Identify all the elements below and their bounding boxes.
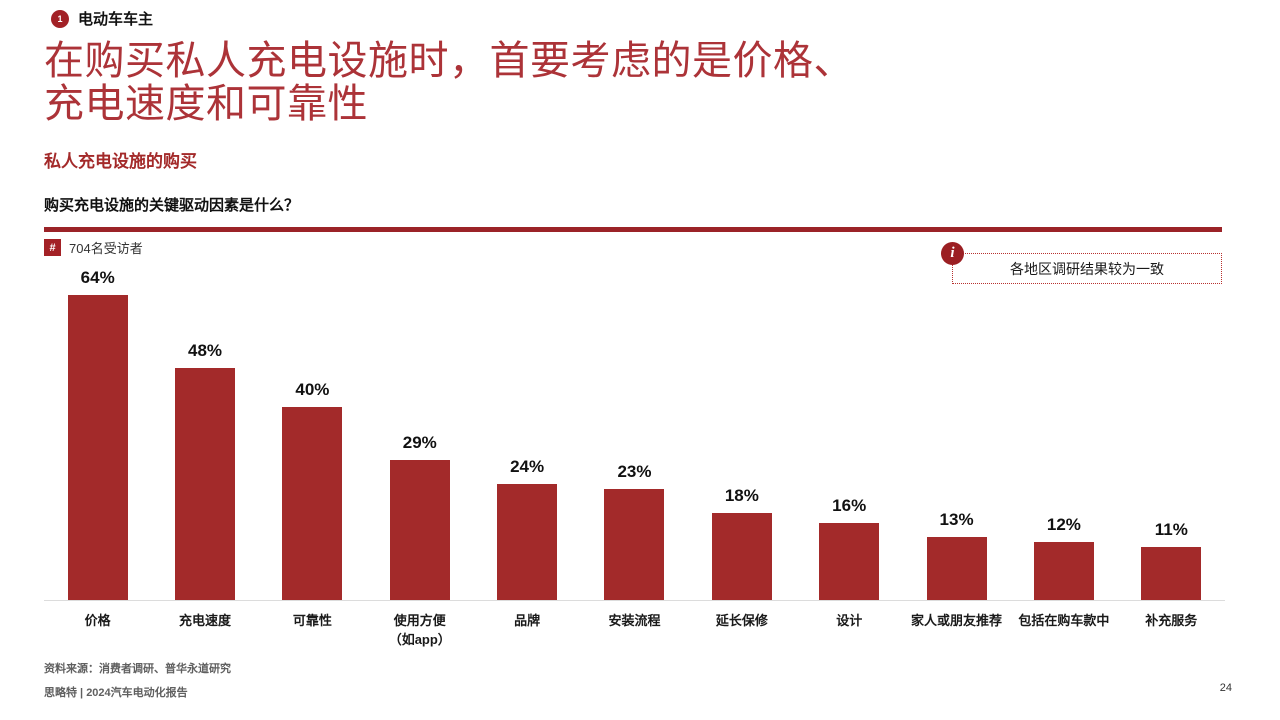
source-note: 资料来源：消费者调研、普华永道研究 <box>44 663 231 675</box>
bar <box>604 489 665 600</box>
bar <box>282 407 343 600</box>
page-title-line1: 在购买私人充电设施时，首要考虑的是价格、 <box>44 38 854 83</box>
bar-category-label: 延长保修 <box>715 613 768 628</box>
bar <box>67 295 128 600</box>
bar-category-label: 品牌 <box>514 613 541 628</box>
bar <box>819 523 880 600</box>
info-icon: i <box>941 242 964 265</box>
bar <box>926 537 987 600</box>
bar-category-label: 充电速度 <box>179 613 232 628</box>
respondents-count: 704名受访者 <box>69 241 143 256</box>
section-number-badge: 1 <box>51 9 69 28</box>
bar-category-label: 可靠性 <box>292 613 332 628</box>
page-title: 在购买私人充电设施时，首要考虑的是价格、 充电速度和可靠性 <box>44 38 854 126</box>
bar-column: 64% <box>44 268 151 600</box>
bar-value-label: 23% <box>617 462 652 481</box>
bar-category-label: 补充服务 <box>1145 613 1198 628</box>
bar <box>1033 542 1094 600</box>
bar-column: 48% <box>151 268 258 600</box>
bar-column: 16% <box>796 268 903 600</box>
page-title-line2: 充电速度和可靠性 <box>44 80 368 126</box>
bar <box>1141 547 1202 600</box>
bar-column: 23% <box>581 268 688 600</box>
bar-value-label: 24% <box>510 457 545 476</box>
bar <box>389 460 450 600</box>
bar-value-label: 12% <box>1046 515 1081 534</box>
bar-chart-category-axis: 价格 充电速度 可靠性 使用方便 （如app） 品牌 安装流程 延长保修 设计 家人或朋友推荐包… <box>44 601 1225 650</box>
bar-column: 13% <box>903 268 1010 600</box>
bar-value-label: 48% <box>188 341 223 360</box>
bar <box>175 368 236 600</box>
bar-value-label: 64% <box>80 268 115 287</box>
bar <box>711 513 772 600</box>
bar-category-label: 使用方便 （如app） <box>388 613 451 647</box>
bar-value-label: 40% <box>295 380 330 399</box>
bar-value-label: 11% <box>1154 520 1188 539</box>
bar-value-label: 18% <box>724 486 759 505</box>
section-kicker: 1 电动车车主 <box>51 8 153 29</box>
bar-column: 29% <box>366 268 473 600</box>
bar-category-label: 安装流程 <box>608 613 661 628</box>
bar-column: 11% <box>1118 268 1225 600</box>
bar-value-label: 13% <box>939 510 974 529</box>
bar-chart-plot-area: 64% 48% 40% 29% 24% 23% 18% 16% 13% 12% 11% <box>44 268 1225 601</box>
bar-value-label: 29% <box>402 433 437 452</box>
bar <box>497 484 558 600</box>
bar-category-label: 家人或朋友推荐 <box>911 613 1003 628</box>
bar-column: 24% <box>473 268 580 600</box>
bar-chart: 64% 48% 40% 29% 24% 23% 18% 16% 13% 12% 11% 价格 充电速度… <box>44 268 1225 650</box>
section-label: 电动车车主 <box>78 11 154 28</box>
bar-category-label: 价格 <box>84 613 111 628</box>
sample-size-row: # 704名受访者 <box>44 238 143 257</box>
bar-column: 18% <box>688 268 795 600</box>
report-title: 思略特 | 2024汽车电动化报告 <box>44 687 188 699</box>
bar-column: 12% <box>1010 268 1117 600</box>
callout-note: 各地区调研结果较为一致 <box>952 253 1222 284</box>
chart-question: 购买充电设施的关键驱动因素是什么？ <box>44 197 300 214</box>
page-number: 24 <box>1219 682 1232 694</box>
bar-category-label: 设计 <box>836 613 863 628</box>
red-divider-rule <box>44 227 1222 232</box>
bar-value-label: 16% <box>832 496 867 515</box>
bar-category-label: 包括在购车款中 <box>1018 613 1110 628</box>
bar-column: 40% <box>259 268 366 600</box>
hash-icon: # <box>44 239 61 256</box>
page-subtitle: 私人充电设施的购买 <box>44 152 197 171</box>
